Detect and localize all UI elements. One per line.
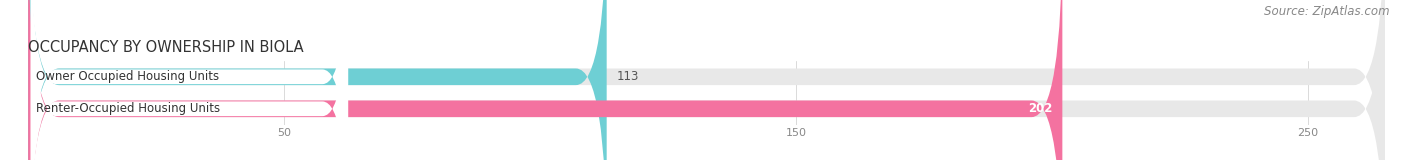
- Text: Owner Occupied Housing Units: Owner Occupied Housing Units: [35, 70, 219, 83]
- FancyBboxPatch shape: [31, 0, 349, 160]
- Text: Source: ZipAtlas.com: Source: ZipAtlas.com: [1264, 5, 1389, 18]
- FancyBboxPatch shape: [31, 0, 349, 160]
- Text: Renter-Occupied Housing Units: Renter-Occupied Housing Units: [35, 102, 219, 115]
- FancyBboxPatch shape: [28, 0, 606, 160]
- FancyBboxPatch shape: [28, 0, 1385, 160]
- Text: 202: 202: [1028, 102, 1052, 115]
- Text: 113: 113: [617, 70, 640, 83]
- FancyBboxPatch shape: [28, 0, 1385, 160]
- Text: OCCUPANCY BY OWNERSHIP IN BIOLA: OCCUPANCY BY OWNERSHIP IN BIOLA: [28, 40, 304, 56]
- FancyBboxPatch shape: [28, 0, 1063, 160]
